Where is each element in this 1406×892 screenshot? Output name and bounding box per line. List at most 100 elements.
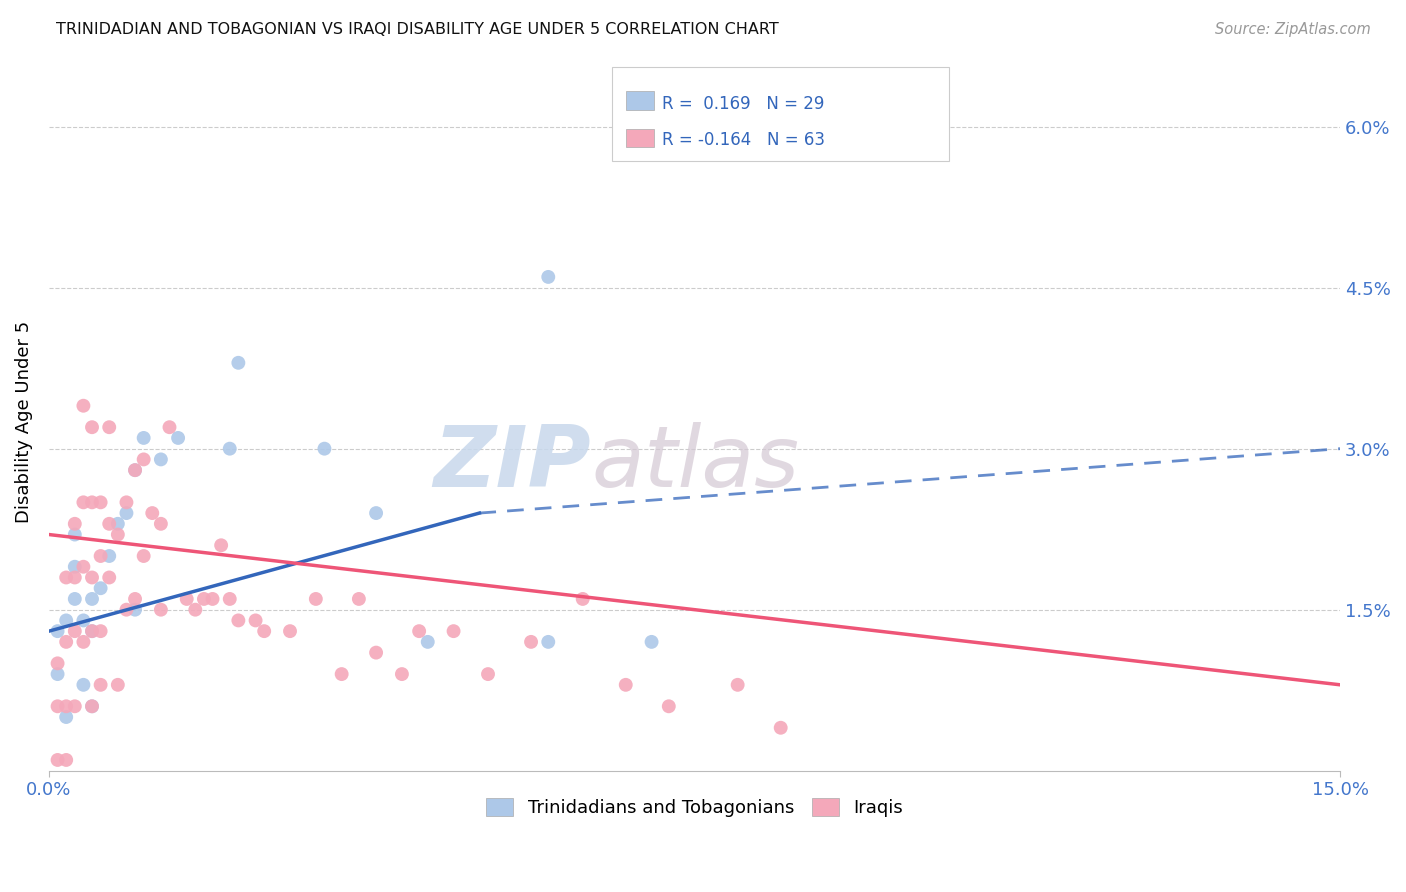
Point xyxy=(571,591,593,606)
Point xyxy=(658,699,681,714)
Point xyxy=(245,614,267,628)
Point xyxy=(63,516,86,531)
Point xyxy=(149,602,172,616)
Point xyxy=(98,420,121,434)
Point xyxy=(727,678,749,692)
Point xyxy=(98,549,121,563)
Point xyxy=(72,559,94,574)
Point xyxy=(63,570,86,584)
Point xyxy=(537,635,560,649)
Point xyxy=(80,699,103,714)
Point xyxy=(477,667,499,681)
Point xyxy=(46,667,69,681)
Point xyxy=(46,699,69,714)
Point xyxy=(72,495,94,509)
Point xyxy=(90,549,112,563)
Point xyxy=(141,506,163,520)
Point xyxy=(218,442,240,456)
Point xyxy=(55,635,77,649)
Text: Source: ZipAtlas.com: Source: ZipAtlas.com xyxy=(1215,22,1371,37)
Text: ZIP: ZIP xyxy=(433,422,592,505)
Point xyxy=(46,657,69,671)
Point xyxy=(98,516,121,531)
Point xyxy=(640,635,662,649)
Point xyxy=(46,624,69,639)
Point xyxy=(193,591,215,606)
Point xyxy=(537,269,560,284)
Point xyxy=(115,506,138,520)
Text: R = -0.164   N = 63: R = -0.164 N = 63 xyxy=(662,131,825,149)
Point xyxy=(72,614,94,628)
Point xyxy=(201,591,224,606)
Point xyxy=(132,431,155,445)
Point xyxy=(80,624,103,639)
Point xyxy=(55,710,77,724)
Point xyxy=(72,399,94,413)
Text: atlas: atlas xyxy=(592,422,800,505)
Point xyxy=(55,699,77,714)
Point xyxy=(443,624,465,639)
Y-axis label: Disability Age Under 5: Disability Age Under 5 xyxy=(15,321,32,523)
Point xyxy=(391,667,413,681)
Point xyxy=(63,591,86,606)
Point xyxy=(72,635,94,649)
Point xyxy=(278,624,301,639)
Point xyxy=(228,614,250,628)
Point xyxy=(614,678,637,692)
Point xyxy=(408,624,430,639)
Point xyxy=(253,624,276,639)
Point xyxy=(364,646,387,660)
Point xyxy=(228,356,250,370)
Point xyxy=(46,753,69,767)
Point xyxy=(124,463,146,477)
Point xyxy=(55,614,77,628)
Point xyxy=(80,699,103,714)
Point xyxy=(149,452,172,467)
Point xyxy=(90,495,112,509)
Text: R =  0.169   N = 29: R = 0.169 N = 29 xyxy=(662,95,824,113)
Point xyxy=(167,431,190,445)
Point xyxy=(63,559,86,574)
Point xyxy=(115,495,138,509)
Point xyxy=(90,624,112,639)
Point xyxy=(184,602,207,616)
Point xyxy=(80,570,103,584)
Point xyxy=(132,549,155,563)
Point xyxy=(416,635,439,649)
Point xyxy=(115,602,138,616)
Point xyxy=(80,591,103,606)
Point xyxy=(218,591,240,606)
Point xyxy=(90,581,112,595)
Point xyxy=(159,420,181,434)
Point xyxy=(80,495,103,509)
Point xyxy=(124,602,146,616)
Point xyxy=(63,699,86,714)
Point xyxy=(124,591,146,606)
Point xyxy=(55,753,77,767)
Legend: Trinidadians and Tobagonians, Iraqis: Trinidadians and Tobagonians, Iraqis xyxy=(479,790,911,824)
Point xyxy=(132,452,155,467)
Point xyxy=(769,721,792,735)
Point xyxy=(90,678,112,692)
Point xyxy=(330,667,353,681)
Point xyxy=(314,442,336,456)
Point xyxy=(520,635,543,649)
Point xyxy=(63,624,86,639)
Point xyxy=(124,463,146,477)
Point xyxy=(305,591,328,606)
Point xyxy=(149,516,172,531)
Point xyxy=(107,678,129,692)
Point xyxy=(107,527,129,541)
Point xyxy=(98,570,121,584)
Point xyxy=(364,506,387,520)
Point xyxy=(347,591,370,606)
Point xyxy=(107,516,129,531)
Point xyxy=(55,570,77,584)
Point xyxy=(176,591,198,606)
Point xyxy=(209,538,232,552)
Point xyxy=(80,624,103,639)
Text: TRINIDADIAN AND TOBAGONIAN VS IRAQI DISABILITY AGE UNDER 5 CORRELATION CHART: TRINIDADIAN AND TOBAGONIAN VS IRAQI DISA… xyxy=(56,22,779,37)
Point xyxy=(72,678,94,692)
Point xyxy=(63,527,86,541)
Point xyxy=(80,420,103,434)
